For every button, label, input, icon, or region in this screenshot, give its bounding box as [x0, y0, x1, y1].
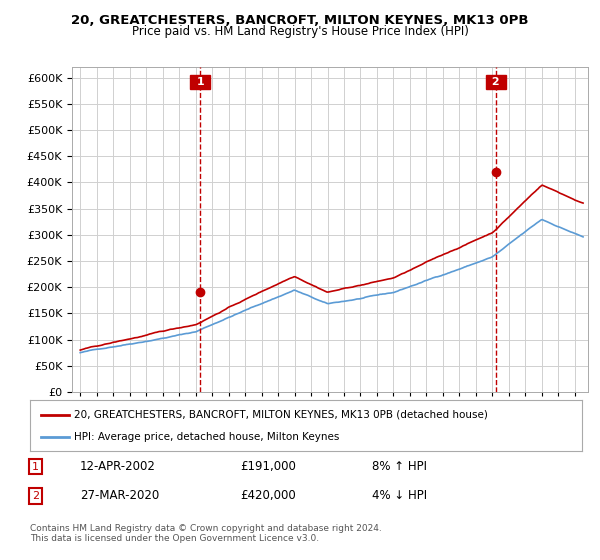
Text: 20, GREATCHESTERS, BANCROFT, MILTON KEYNES, MK13 0PB (detached house): 20, GREATCHESTERS, BANCROFT, MILTON KEYN… [74, 409, 488, 419]
Text: £420,000: £420,000 [240, 489, 296, 502]
Text: 8% ↑ HPI: 8% ↑ HPI [372, 460, 427, 473]
Text: Price paid vs. HM Land Registry's House Price Index (HPI): Price paid vs. HM Land Registry's House … [131, 25, 469, 38]
Text: 27-MAR-2020: 27-MAR-2020 [80, 489, 159, 502]
Text: 2: 2 [32, 491, 39, 501]
Text: HPI: Average price, detached house, Milton Keynes: HPI: Average price, detached house, Milt… [74, 432, 340, 442]
Text: Contains HM Land Registry data © Crown copyright and database right 2024.
This d: Contains HM Land Registry data © Crown c… [30, 524, 382, 543]
Text: 1: 1 [193, 77, 208, 87]
Text: 12-APR-2002: 12-APR-2002 [80, 460, 155, 473]
Text: 1: 1 [32, 461, 39, 472]
Text: 2: 2 [488, 77, 504, 87]
Text: 20, GREATCHESTERS, BANCROFT, MILTON KEYNES, MK13 0PB: 20, GREATCHESTERS, BANCROFT, MILTON KEYN… [71, 14, 529, 27]
Text: 4% ↓ HPI: 4% ↓ HPI [372, 489, 427, 502]
Text: £191,000: £191,000 [240, 460, 296, 473]
